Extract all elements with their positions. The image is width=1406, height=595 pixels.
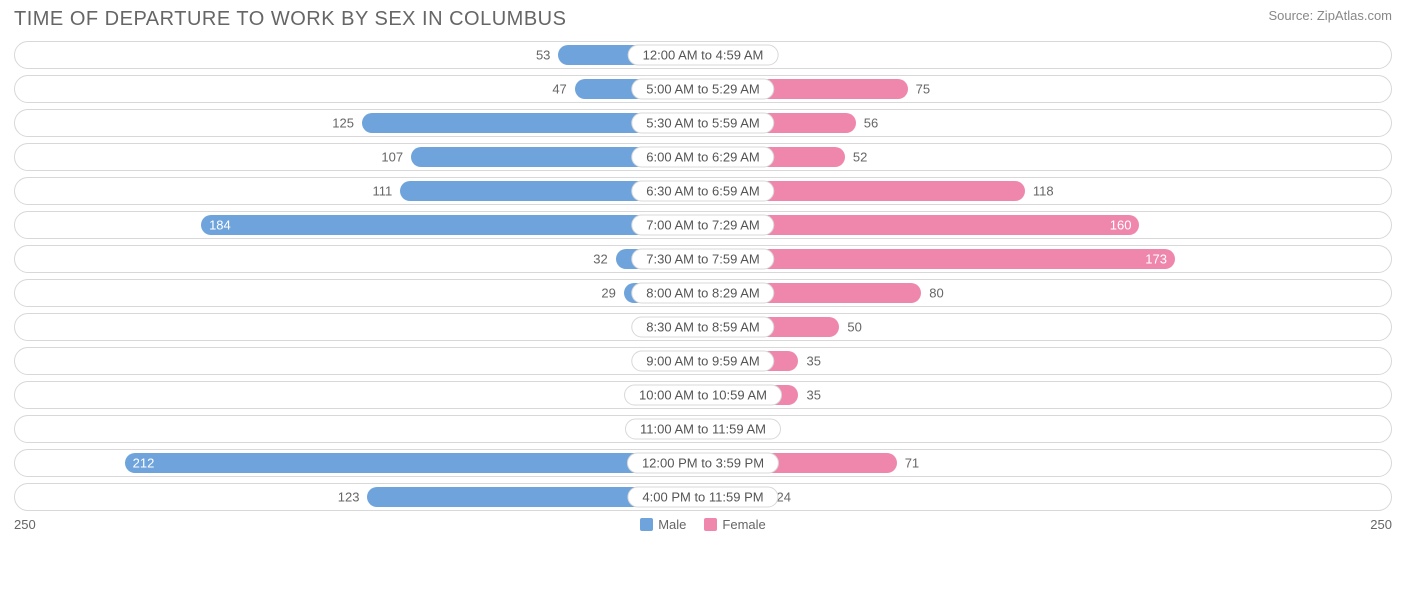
category-label: 12:00 AM to 4:59 AM: [628, 45, 779, 66]
female-value: 56: [864, 116, 878, 131]
female-value: 35: [806, 354, 820, 369]
chart-row: 10508:30 AM to 8:59 AM: [14, 313, 1392, 341]
category-label: 12:00 PM to 3:59 PM: [627, 453, 779, 474]
chart-row: 16359:00 AM to 9:59 AM: [14, 347, 1392, 375]
male-value: 111: [372, 184, 392, 199]
male-bar: 212: [125, 453, 703, 473]
category-label: 6:30 AM to 6:59 AM: [631, 181, 774, 202]
category-label: 6:00 AM to 6:29 AM: [631, 147, 774, 168]
legend: Male Female: [640, 517, 766, 532]
category-label: 10:00 AM to 10:59 AM: [624, 385, 782, 406]
female-value: 160: [1110, 218, 1132, 233]
chart-row: 531312:00 AM to 4:59 AM: [14, 41, 1392, 69]
category-label: 5:30 AM to 5:59 AM: [631, 113, 774, 134]
female-value: 118: [1033, 184, 1054, 199]
female-value: 35: [806, 388, 820, 403]
male-value: 32: [593, 252, 607, 267]
female-value: 75: [916, 82, 930, 97]
butterfly-chart: 531312:00 AM to 4:59 AM 47 75 5:00 AM to 5:…: [14, 41, 1392, 511]
chart-row: 184 160 7:00 AM to 7:29 AM: [14, 211, 1392, 239]
male-value: 123: [338, 490, 360, 505]
chart-row: 125 56 5:30 AM to 5:59 AM: [14, 109, 1392, 137]
chart-row: 212 71 12:00 PM to 3:59 PM: [14, 449, 1392, 477]
female-value: 71: [905, 456, 919, 471]
legend-item: Male: [640, 517, 686, 532]
category-label: 7:30 AM to 7:59 AM: [631, 249, 774, 270]
chart-footer: 250 Male Female 250: [14, 517, 1392, 532]
chart-row: 107 52 6:00 AM to 6:29 AM: [14, 143, 1392, 171]
male-value: 125: [332, 116, 354, 131]
category-label: 8:00 AM to 8:29 AM: [631, 283, 774, 304]
chart-header: TIME OF DEPARTURE TO WORK BY SEX IN COLU…: [14, 8, 1392, 31]
male-value: 47: [552, 82, 566, 97]
axis-right-max: 250: [1370, 517, 1392, 532]
category-label: 8:30 AM to 8:59 AM: [631, 317, 774, 338]
category-label: 4:00 PM to 11:59 PM: [627, 487, 778, 508]
female-value: 24: [776, 490, 790, 505]
male-value: 29: [601, 286, 615, 301]
legend-swatch: [640, 518, 653, 531]
chart-title: TIME OF DEPARTURE TO WORK BY SEX IN COLU…: [14, 8, 566, 31]
legend-label: Female: [722, 517, 765, 532]
chart-row: 29 80 8:00 AM to 8:29 AM: [14, 279, 1392, 307]
category-label: 7:00 AM to 7:29 AM: [631, 215, 774, 236]
chart-row: 47 75 5:00 AM to 5:29 AM: [14, 75, 1392, 103]
category-label: 9:00 AM to 9:59 AM: [631, 351, 774, 372]
chart-row: 111 118 6:30 AM to 6:59 AM: [14, 177, 1392, 205]
male-value: 212: [133, 456, 155, 471]
chart-row: 201811:00 AM to 11:59 AM: [14, 415, 1392, 443]
legend-swatch: [704, 518, 717, 531]
category-label: 11:00 AM to 11:59 AM: [625, 419, 781, 440]
legend-label: Male: [658, 517, 686, 532]
male-value: 53: [536, 48, 550, 63]
female-value: 80: [929, 286, 943, 301]
chart-row: 123 244:00 PM to 11:59 PM: [14, 483, 1392, 511]
legend-item: Female: [704, 517, 765, 532]
male-value: 107: [381, 150, 403, 165]
male-bar: 184: [201, 215, 703, 235]
chart-source: Source: ZipAtlas.com: [1268, 8, 1392, 23]
female-value: 173: [1145, 252, 1167, 267]
chart-row: 123510:00 AM to 10:59 AM: [14, 381, 1392, 409]
female-value: 52: [853, 150, 867, 165]
male-value: 184: [209, 218, 231, 233]
axis-left-max: 250: [14, 517, 36, 532]
chart-row: 32 173 7:30 AM to 7:59 AM: [14, 245, 1392, 273]
female-value: 50: [847, 320, 861, 335]
category-label: 5:00 AM to 5:29 AM: [631, 79, 774, 100]
